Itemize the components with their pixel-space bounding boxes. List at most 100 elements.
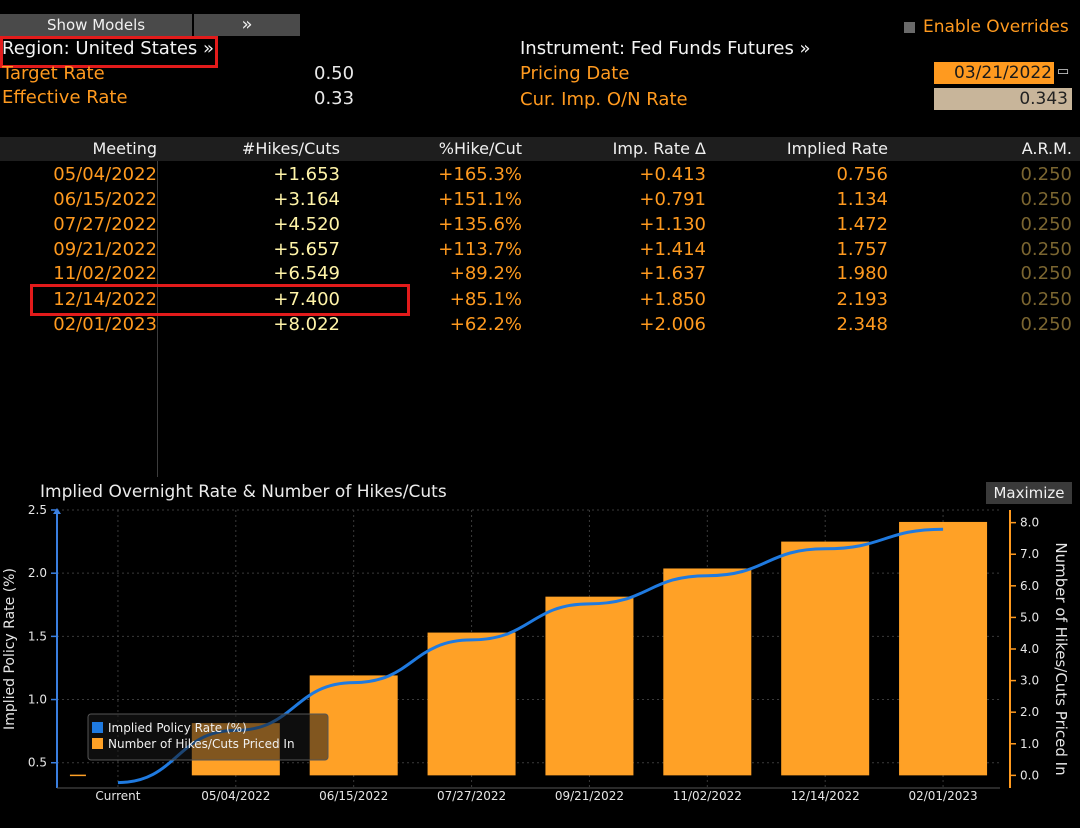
x-tick-label: 05/04/2022 <box>201 789 270 803</box>
arm-cell: 0.250 <box>1020 289 1072 310</box>
left-tick-label: 0.5 <box>28 756 47 770</box>
maximize-button[interactable]: Maximize <box>986 482 1072 504</box>
meeting-cell: 07/27/2022 <box>53 214 157 235</box>
instrument-selector[interactable]: Instrument: Fed Funds Futures » <box>520 38 811 59</box>
calendar-icon[interactable]: ▭ <box>1056 64 1070 79</box>
delta-cell: +1.637 <box>639 263 706 284</box>
hikes-cell: +8.022 <box>273 314 340 335</box>
bar <box>899 521 988 776</box>
table-row[interactable]: 06/15/2022 +3.164 +151.1% +0.791 1.134 0… <box>0 187 1080 212</box>
left-tick-label: 2.5 <box>28 504 47 517</box>
cur-imp-rate-input[interactable]: 0.343 <box>934 88 1072 110</box>
bars <box>69 521 988 777</box>
right-tick-label: 4.0 <box>1020 642 1039 656</box>
x-tick-label: 07/27/2022 <box>437 789 506 803</box>
left-axis-label: Implied Policy Rate (%) <box>2 568 18 730</box>
rate-cell: 0.756 <box>836 164 888 185</box>
hikes-cell: +5.657 <box>273 239 340 260</box>
table-row[interactable]: 12/14/2022 +7.400 +85.1% +1.850 2.193 0.… <box>0 287 1080 312</box>
hikes-cell: +4.520 <box>273 214 340 235</box>
table-header-row <box>0 137 1080 161</box>
rate-cell: 1.980 <box>836 263 888 284</box>
expand-button[interactable]: » <box>194 14 300 36</box>
region-highlight-box <box>0 36 218 68</box>
legend-label: Implied Policy Rate (%) <box>108 721 247 735</box>
rate-cell: 1.757 <box>836 239 888 260</box>
arm-cell: 0.250 <box>1020 164 1072 185</box>
meeting-cell: 06/15/2022 <box>53 189 157 210</box>
right-tick-label: 7.0 <box>1020 547 1039 561</box>
hikes-cell: +1.653 <box>273 164 340 185</box>
pct-cell: +85.1% <box>449 289 522 310</box>
right-axis-label: Number of Hikes/Cuts Priced In <box>1052 542 1070 775</box>
pct-cell: +165.3% <box>438 164 522 185</box>
table-row[interactable]: 02/01/2023 +8.022 +62.2% +2.006 2.348 0.… <box>0 312 1080 337</box>
implied-rate-chart: 0.5 1.0 1.5 2.0 2.5 Implied Policy Rate (%) 0.… <box>2 504 1070 803</box>
right-tick-label: 6.0 <box>1020 579 1039 593</box>
right-tick-label: 1.0 <box>1020 737 1039 751</box>
rate-cell: 2.193 <box>836 289 888 310</box>
col-pct-hike-cut[interactable]: %Hike/Cut <box>438 139 522 158</box>
pct-cell: +151.1% <box>438 189 522 210</box>
bar <box>663 568 752 776</box>
bar <box>545 596 634 776</box>
meeting-cell: 02/01/2023 <box>53 314 157 335</box>
hikes-cell: +6.549 <box>273 263 340 284</box>
table-row[interactable]: 07/27/2022 +4.520 +135.6% +1.130 1.472 0… <box>0 212 1080 237</box>
enable-overrides-toggle[interactable]: Enable Overrides <box>904 16 1069 38</box>
legend-box <box>87 713 329 761</box>
table-row[interactable]: 09/21/2022 +5.657 +113.7% +1.414 1.757 0… <box>0 237 1080 262</box>
left-axis-arrow <box>53 508 61 514</box>
col-hikes-cuts[interactable]: #Hikes/Cuts <box>241 139 340 158</box>
col-implied-rate[interactable]: Implied Rate <box>786 139 888 158</box>
rate-cell: 2.348 <box>836 314 888 335</box>
x-tick-label: Current <box>95 789 140 803</box>
checkbox-icon[interactable] <box>904 21 915 33</box>
legend-swatch-bar <box>92 738 103 749</box>
right-tick-label: 8.0 <box>1020 516 1039 530</box>
cur-imp-rate-label: Cur. Imp. O/N Rate <box>520 89 688 110</box>
pricing-date-input[interactable]: 03/21/2022 <box>934 62 1054 84</box>
delta-cell: +2.006 <box>639 314 706 335</box>
right-tick-label: 2.0 <box>1020 705 1039 719</box>
table-divider <box>157 161 158 477</box>
effective-rate-value: 0.33 <box>314 88 355 109</box>
legend-swatch-line <box>92 722 103 733</box>
meeting-cell: 05/04/2022 <box>53 164 157 185</box>
region-selector[interactable]: Region: United States » <box>2 38 215 59</box>
x-tick-label: 06/15/2022 <box>319 789 388 803</box>
delta-cell: +0.791 <box>639 189 706 210</box>
col-imp-rate-delta[interactable]: Imp. Rate Δ <box>612 139 706 158</box>
col-arm[interactable]: A.R.M. <box>1021 139 1072 158</box>
meeting-cell: 12/14/2022 <box>53 289 157 310</box>
pct-cell: +135.6% <box>438 214 522 235</box>
right-tick-label: 0.0 <box>1020 768 1039 782</box>
delta-cell: +1.414 <box>639 239 706 260</box>
rate-cell: 1.472 <box>836 214 888 235</box>
x-tick-label: 02/01/2023 <box>908 789 977 803</box>
table-row[interactable]: 05/04/2022 +1.653 +165.3% +0.413 0.756 0… <box>0 162 1080 187</box>
right-tick-label: 3.0 <box>1020 674 1039 688</box>
enable-overrides-label: Enable Overrides <box>923 17 1069 37</box>
pricing-date-label: Pricing Date <box>520 63 630 84</box>
pct-cell: +89.2% <box>449 263 522 284</box>
left-tick-label: 2.0 <box>28 566 47 580</box>
chart-legend: Implied Policy Rate (%) Number of Hikes/C… <box>87 713 329 761</box>
legend-label: Number of Hikes/Cuts Priced In <box>108 737 295 751</box>
col-meeting[interactable]: Meeting <box>92 139 157 158</box>
right-tick-label: 5.0 <box>1020 610 1039 624</box>
left-tick-label: 1.0 <box>28 693 47 707</box>
hikes-cell: +3.164 <box>273 189 340 210</box>
arm-cell: 0.250 <box>1020 263 1072 284</box>
show-models-button[interactable]: Show Models <box>0 14 192 36</box>
meeting-cell: 09/21/2022 <box>53 239 157 260</box>
delta-cell: +0.413 <box>639 164 706 185</box>
arm-cell: 0.250 <box>1020 314 1072 335</box>
x-tick-label: 11/02/2022 <box>673 789 742 803</box>
meeting-cell: 11/02/2022 <box>53 263 157 284</box>
arm-cell: 0.250 <box>1020 189 1072 210</box>
table-row[interactable]: 11/02/2022 +6.549 +89.2% +1.637 1.980 0.… <box>0 261 1080 286</box>
pct-cell: +113.7% <box>438 239 522 260</box>
bar <box>781 541 870 776</box>
rate-cell: 1.134 <box>836 189 888 210</box>
